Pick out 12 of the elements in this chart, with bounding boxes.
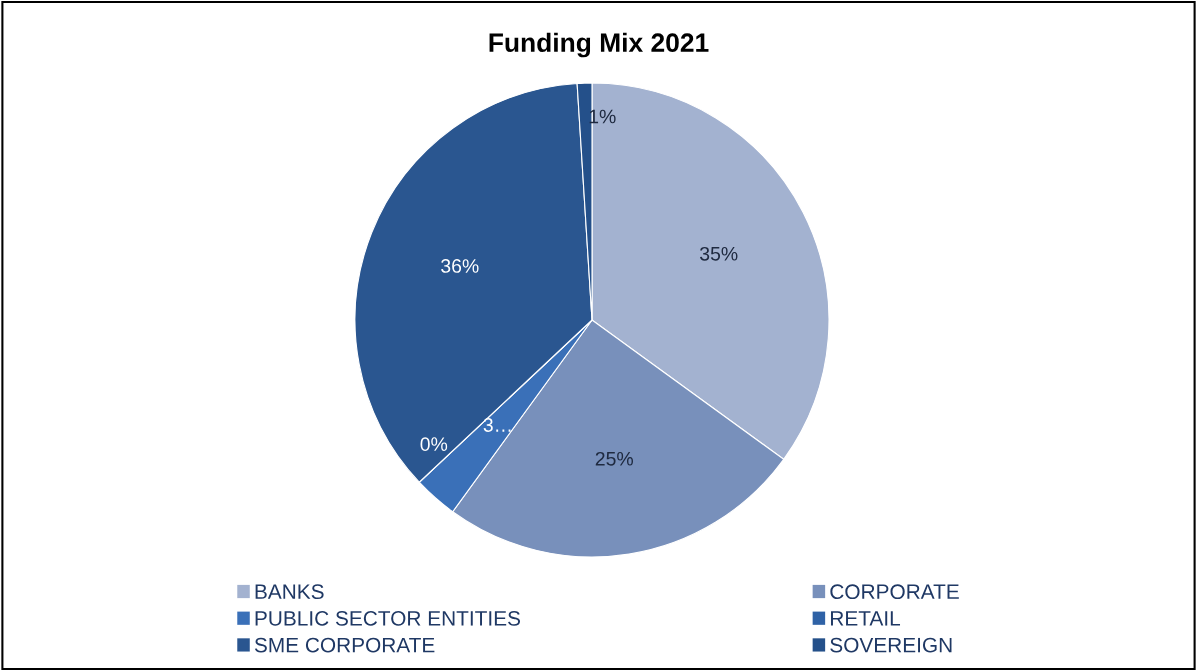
data-label: 3… (483, 418, 511, 432)
data-label: 35% (699, 246, 738, 261)
legend-label: SME CORPORATE (254, 637, 435, 653)
text: 0% (420, 437, 448, 452)
legend-label: SOVEREIGN (830, 637, 952, 653)
legend-label: BANKS (255, 584, 324, 600)
legend-label: RETAIL (831, 611, 901, 626)
legend-label: PUBLIC SECTOR ENTITIES (255, 611, 521, 626)
data-label: 25% (595, 451, 634, 466)
legend-label: CORPORATE (830, 584, 959, 600)
data-label: 36% (441, 259, 479, 273)
chart-title: Funding Mix 2021 (489, 32, 709, 58)
